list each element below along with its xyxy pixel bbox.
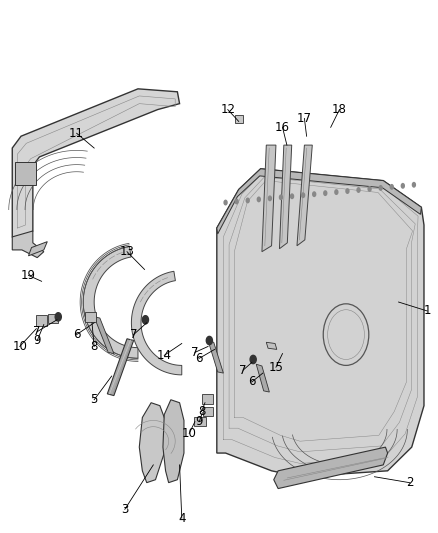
FancyBboxPatch shape [48, 314, 58, 323]
Circle shape [401, 183, 405, 189]
Circle shape [345, 188, 350, 194]
Circle shape [378, 185, 383, 191]
Circle shape [389, 184, 394, 190]
Polygon shape [297, 145, 312, 246]
Text: 17: 17 [297, 112, 312, 125]
Text: 12: 12 [220, 103, 235, 116]
Polygon shape [256, 364, 269, 392]
Circle shape [301, 192, 305, 198]
Text: 7: 7 [191, 346, 199, 359]
Text: 7: 7 [33, 325, 41, 338]
Polygon shape [107, 339, 134, 395]
Text: 9: 9 [33, 334, 41, 347]
FancyBboxPatch shape [194, 417, 206, 426]
Circle shape [257, 197, 261, 203]
Text: 16: 16 [275, 121, 290, 134]
Text: 7: 7 [130, 328, 138, 341]
Polygon shape [279, 145, 292, 249]
Circle shape [142, 316, 148, 324]
Polygon shape [262, 145, 276, 252]
Text: 6: 6 [248, 375, 256, 389]
Circle shape [334, 189, 339, 195]
Circle shape [234, 198, 239, 205]
FancyBboxPatch shape [15, 162, 36, 185]
Text: 10: 10 [182, 427, 197, 440]
FancyBboxPatch shape [235, 116, 243, 123]
Text: 10: 10 [12, 340, 27, 353]
Circle shape [246, 198, 250, 204]
Circle shape [206, 336, 212, 345]
Circle shape [367, 186, 372, 192]
Polygon shape [139, 403, 166, 483]
Text: 18: 18 [332, 103, 347, 116]
Polygon shape [94, 317, 114, 353]
Polygon shape [12, 231, 44, 257]
Polygon shape [217, 169, 421, 234]
Circle shape [312, 191, 316, 197]
Polygon shape [274, 447, 388, 489]
Text: 11: 11 [69, 127, 84, 140]
Text: 6: 6 [195, 352, 203, 365]
Polygon shape [12, 89, 180, 238]
FancyBboxPatch shape [202, 394, 213, 404]
Circle shape [55, 313, 61, 321]
Text: 7: 7 [239, 364, 247, 377]
Circle shape [290, 193, 294, 199]
Circle shape [250, 356, 256, 364]
Text: 15: 15 [268, 361, 283, 374]
Circle shape [268, 196, 272, 201]
Text: 9: 9 [195, 415, 203, 428]
Text: 13: 13 [120, 245, 134, 258]
Polygon shape [266, 342, 277, 350]
Text: 3: 3 [121, 503, 128, 516]
Polygon shape [163, 400, 184, 483]
Polygon shape [208, 341, 223, 373]
Text: 8: 8 [91, 340, 98, 353]
Text: 6: 6 [73, 328, 81, 341]
Text: 14: 14 [157, 349, 172, 362]
Text: 4: 4 [178, 512, 186, 524]
Circle shape [223, 199, 228, 206]
Circle shape [279, 195, 283, 200]
Text: 5: 5 [91, 393, 98, 406]
Polygon shape [28, 241, 47, 256]
Circle shape [357, 187, 361, 193]
Circle shape [412, 182, 416, 188]
FancyBboxPatch shape [36, 315, 47, 326]
Text: 8: 8 [198, 405, 205, 418]
Polygon shape [217, 169, 424, 477]
Text: 2: 2 [406, 476, 413, 489]
Circle shape [323, 190, 328, 196]
Text: 1: 1 [423, 304, 431, 318]
FancyBboxPatch shape [85, 312, 96, 321]
FancyBboxPatch shape [203, 407, 213, 416]
Polygon shape [83, 246, 138, 358]
Polygon shape [131, 271, 182, 375]
Text: 19: 19 [21, 269, 36, 282]
